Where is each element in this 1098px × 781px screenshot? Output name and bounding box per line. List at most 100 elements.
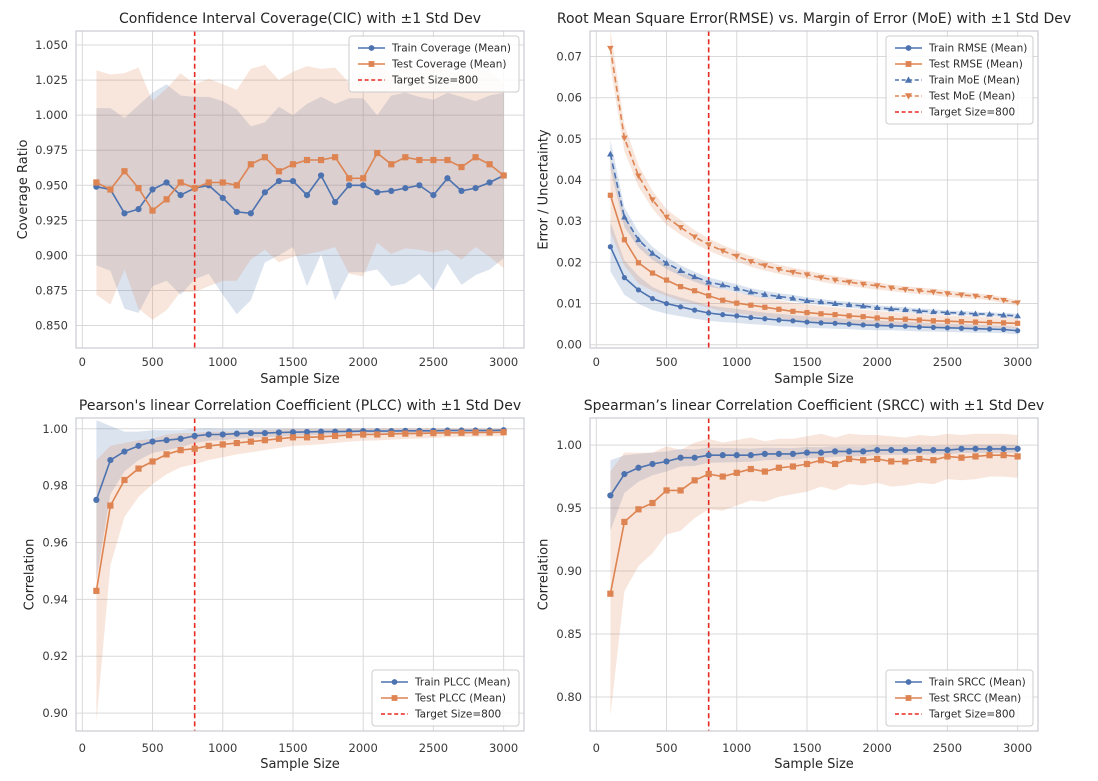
square-marker-icon	[391, 695, 398, 701]
triangle-up-marker-icon	[649, 250, 656, 256]
legend: Train SRCC (Mean) Test SRCC (Mean) Target …	[885, 669, 1034, 727]
square-marker-icon	[677, 284, 684, 290]
legend-entry-train-moe-mean: Train MoE (Mean)	[895, 75, 1020, 87]
square-marker-icon	[958, 319, 965, 325]
square-marker-icon	[317, 433, 325, 440]
y-axis-label: Correlation	[537, 539, 552, 611]
legend-entry-train-coverage-mean: Train Coverage (Mean)	[358, 43, 511, 55]
triangle-up-marker-icon	[1014, 312, 1021, 319]
plot-frame	[75, 417, 525, 732]
circle-marker-icon	[888, 447, 895, 454]
chart-title: Root Mean Square Error(RMSE) vs. Margin …	[557, 11, 1071, 27]
legend-label: Target Size=800	[391, 75, 478, 87]
legend-entry-test-plcc-mean: Test PLCC (Mean)	[381, 693, 506, 705]
triangle-up-marker-icon	[789, 294, 797, 301]
triangle-up-marker-icon	[691, 273, 698, 280]
x-tick-label: 1000	[208, 355, 237, 369]
x-tick-label: 2000	[349, 741, 378, 755]
circle-marker-icon	[233, 208, 240, 216]
circle-marker-icon	[275, 429, 283, 436]
square-marker-icon	[649, 499, 656, 507]
square-marker-icon	[135, 184, 142, 192]
square-marker-icon	[205, 442, 212, 449]
legend-label: Target Size=800	[928, 709, 1015, 721]
y-tick-label: 0.925	[35, 213, 68, 227]
square-marker-icon	[1000, 452, 1007, 459]
square-marker-icon	[402, 430, 409, 437]
circle-marker-icon	[163, 179, 170, 186]
triangle-down-marker-icon	[621, 135, 628, 142]
triangle-down-marker-icon	[789, 269, 797, 276]
y-axis-label: Error / Uncertainty	[537, 129, 552, 250]
triangle-down-marker-icon	[705, 242, 712, 248]
circle-marker-icon	[374, 189, 381, 196]
square-marker-icon	[663, 487, 670, 494]
y-tick-label: 0.06	[556, 91, 582, 105]
square-marker-icon	[832, 312, 838, 318]
x-tick-label: 1500	[278, 741, 307, 755]
circle-marker-icon	[191, 432, 198, 440]
circle-marker-icon	[804, 319, 810, 325]
y-tick-label: 1.00	[556, 438, 582, 452]
x-axis-label: Sample Size	[774, 372, 854, 387]
square-marker-icon	[191, 445, 198, 452]
square-marker-icon	[719, 473, 726, 480]
square-marker-icon	[317, 156, 325, 164]
circle-marker-icon	[430, 192, 437, 199]
circle-marker-icon	[762, 316, 768, 322]
circle-marker-icon	[677, 454, 684, 461]
triangle-down-marker-icon	[733, 253, 741, 260]
x-tick-label: 500	[142, 355, 164, 369]
square-marker-icon	[692, 288, 698, 294]
triangle-up-marker-icon	[930, 308, 937, 315]
circle-marker-icon	[986, 326, 993, 332]
square-marker-icon	[775, 464, 782, 471]
square-marker-icon	[706, 293, 712, 299]
square-marker-icon	[360, 431, 367, 438]
square-marker-icon	[430, 429, 437, 437]
square-marker-icon	[958, 454, 965, 461]
circle-marker-icon	[972, 445, 979, 452]
circle-marker-icon	[944, 325, 951, 331]
square-marker-icon	[803, 460, 811, 468]
square-marker-icon	[261, 154, 268, 161]
circle-marker-icon	[874, 447, 881, 454]
square-marker-icon	[902, 316, 908, 322]
square-marker-icon	[944, 318, 951, 324]
x-tick-label: 500	[142, 741, 164, 755]
legend-entry-target-size-800: Target Size=800	[895, 107, 1015, 119]
band-train-plcc-mean	[96, 420, 504, 580]
legend-label: Test SRCC (Mean)	[928, 693, 1021, 705]
circle-marker-icon	[486, 179, 493, 186]
triangle-up-marker-icon	[747, 288, 755, 295]
legend-box	[885, 35, 1034, 125]
circle-marker-icon	[368, 45, 375, 51]
square-marker-icon	[986, 319, 993, 326]
circle-marker-icon	[649, 295, 656, 302]
circle-marker-icon	[607, 244, 613, 250]
square-marker-icon	[486, 161, 493, 168]
square-marker-icon	[1000, 320, 1007, 326]
square-marker-icon	[219, 179, 226, 186]
circle-marker-icon	[944, 447, 951, 454]
square-marker-icon	[761, 468, 768, 475]
triangle-down-marker-icon	[803, 272, 811, 279]
y-axis-label: Coverage Ratio	[16, 140, 31, 240]
x-axis-label: Sample Size	[260, 372, 340, 387]
triangle-down-marker-icon	[873, 283, 881, 290]
y-axis-label: Correlation	[23, 539, 38, 611]
circle-marker-icon	[692, 307, 698, 313]
square-marker-icon	[902, 458, 909, 465]
triangle-down-marker-icon	[916, 288, 923, 295]
circle-marker-icon	[761, 450, 768, 457]
x-tick-label: 1500	[278, 355, 307, 369]
circle-marker-icon	[663, 300, 670, 307]
circle-marker-icon	[748, 314, 754, 321]
triangle-up-marker-icon	[719, 281, 727, 288]
y-tick-label: 0.96	[42, 536, 68, 550]
circle-marker-icon	[958, 325, 965, 331]
triangle-up-marker-icon	[901, 306, 909, 313]
triangle-down-marker-icon	[1000, 297, 1007, 304]
x-tick-label: 1000	[208, 741, 237, 755]
circle-marker-icon	[289, 177, 297, 185]
